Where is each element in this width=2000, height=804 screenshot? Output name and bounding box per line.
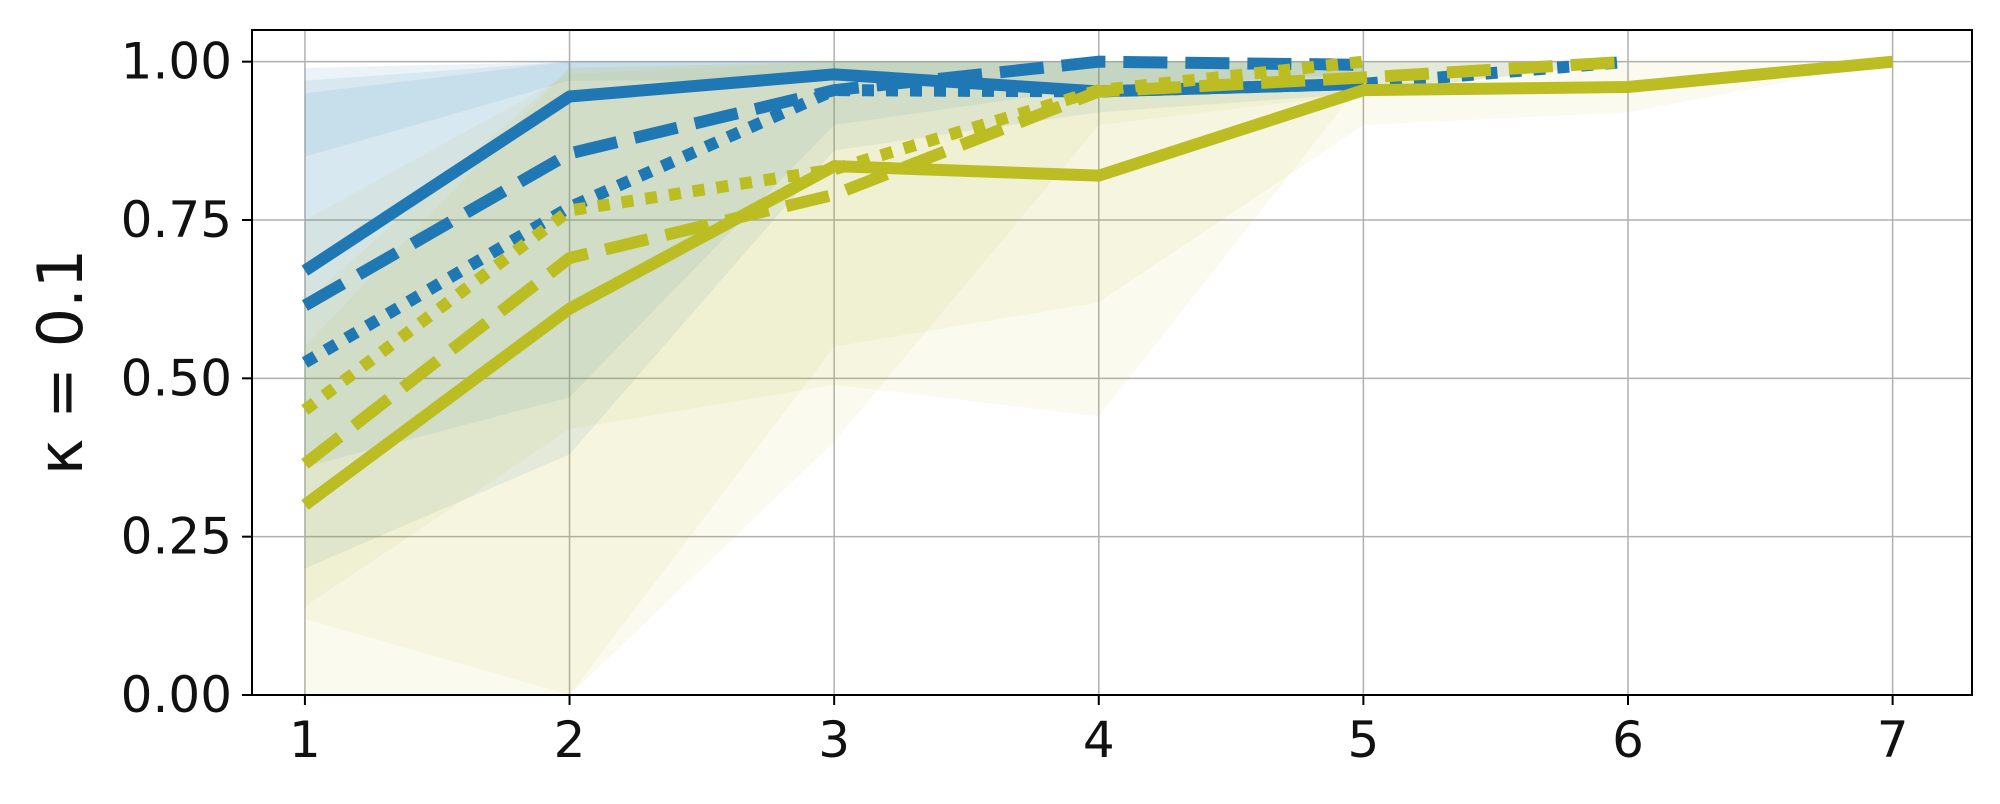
series-band-2: [304, 61, 1628, 569]
y-tick-label-1: 0.25: [121, 508, 232, 566]
x-tick-label-1: 2: [554, 711, 586, 769]
plot-frame: [251, 29, 1973, 696]
series-band-4: [304, 61, 1628, 695]
y-axis-label: κ = 0.1: [24, 249, 97, 476]
plot-background: [252, 30, 1972, 695]
y-tick-label-4: 1.00: [121, 33, 232, 91]
y-tick-label-3: 0.75: [121, 191, 232, 249]
x-tick-label-4: 5: [1347, 711, 1379, 769]
series-band-5: [304, 61, 1893, 695]
x-tick-label-3: 4: [1083, 711, 1115, 769]
series-band-3: [304, 61, 1364, 607]
series-line-0-solid: [301, 68, 1364, 276]
series-line-3-dotted: [301, 55, 1365, 415]
y-tick-label-0: 0.00: [121, 666, 232, 724]
x-tick-label-0: 1: [289, 711, 321, 769]
x-tick-label-2: 3: [818, 711, 850, 769]
x-tick-label-6: 7: [1877, 711, 1909, 769]
confidence-bands: [304, 61, 1893, 695]
series-line-4-dashed: [301, 55, 1629, 469]
x-tick-label-5: 6: [1612, 711, 1644, 769]
series-band-1: [304, 61, 1364, 468]
axis-ticks: 1 2 3 4 5 6 7 0.00 0.25 0.50 0.75 1.00: [121, 33, 1909, 769]
series-line-2-dotted: [301, 55, 1629, 368]
y-tick-label-2: 0.50: [121, 349, 232, 407]
series-lines: [301, 55, 1894, 510]
series-line-1-dashed: [301, 55, 1364, 311]
series-line-5-solid: [301, 55, 1894, 510]
